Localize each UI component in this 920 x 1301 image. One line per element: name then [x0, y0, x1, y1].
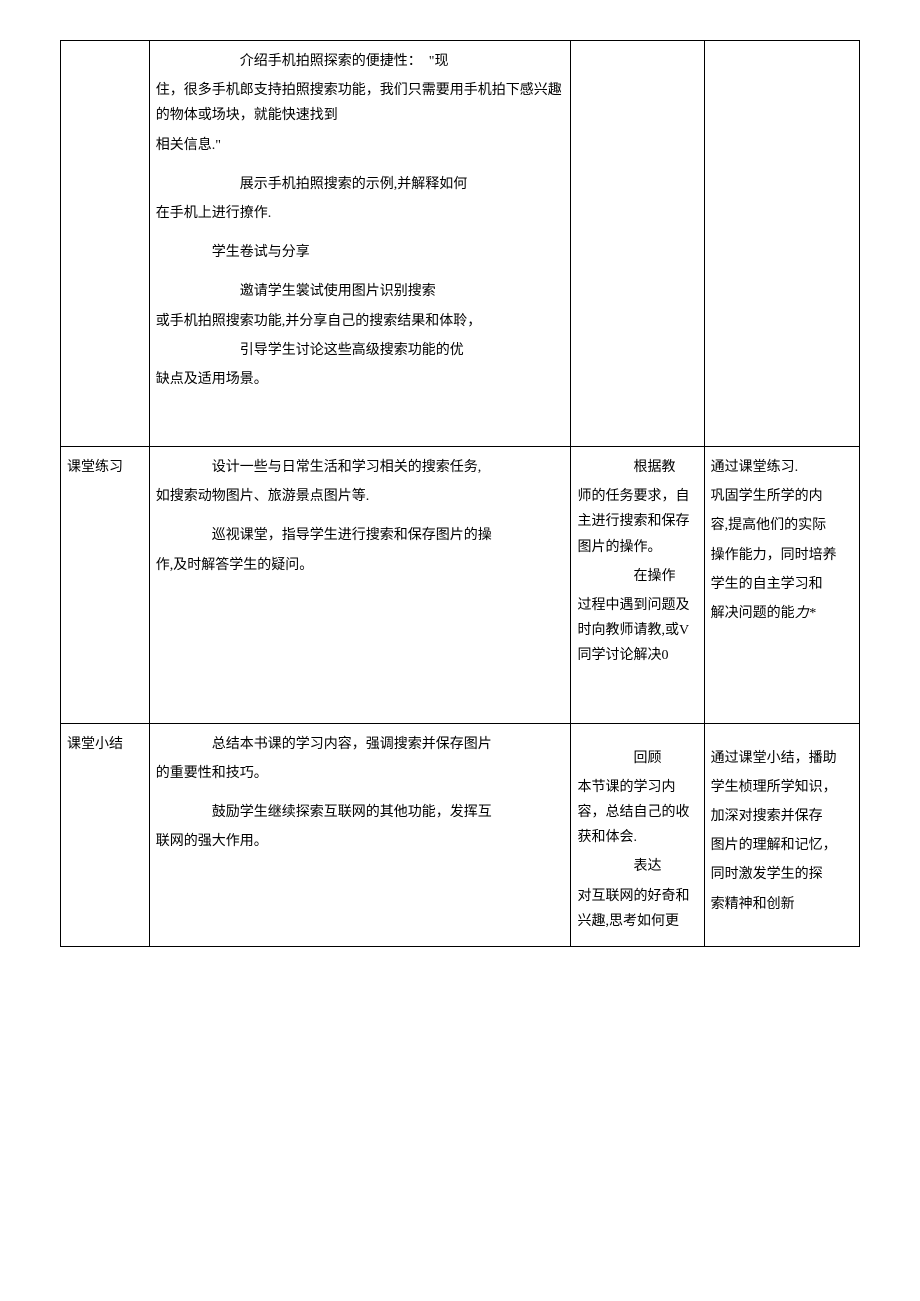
text-block: 容,提高他们的实际 [711, 513, 853, 538]
text-block: 作,及时解答学生的疑问。 [156, 553, 565, 578]
cell-student-activity: 回顾本节课的学习内容，总结自己的收获和体会. 表达对互联网的好奇和兴趣,思考如何… [571, 723, 704, 946]
text-block: 本节课的学习内容，总结自己的收获和体会. [577, 775, 697, 851]
text-block: 学生桢理所学知识， [711, 775, 853, 800]
text-block: 学生卷试与分享 [156, 240, 565, 265]
text-block: 鼓励学生继续探索互联网的其他功能，发挥互 [156, 800, 565, 825]
text-block: 设计一些与日常生活和学习相关的搜索任务, [156, 455, 565, 480]
lesson-plan-table: 介绍手机拍照探索的便捷性： "现住，很多手机郎支持拍照搜索功能，我们只需要用手机… [60, 40, 860, 947]
text-block: 索精神和创新 [711, 892, 853, 917]
cell-stage: 课堂练习 [61, 447, 150, 724]
text-block: 表达 [577, 854, 697, 879]
text-block: 邀请学生裳试使用图片识别搜索 [156, 279, 565, 304]
table-row: 介绍手机拍照探索的便捷性： "现住，很多手机郎支持拍照搜索功能，我们只需要用手机… [61, 41, 860, 447]
text-block: 展示手机拍照搜索的示例,并解释如何 [156, 172, 565, 197]
text-block: 巡视课堂，指导学生进行搜索和保存图片的操 [156, 523, 565, 548]
text-block: 加深对搜索并保存 [711, 804, 853, 829]
table-row: 课堂练习 设计一些与日常生活和学习相关的搜索任务, 如搜索动物图片、旅游景点图片等… [61, 447, 860, 724]
text-block: 介绍手机拍照探索的便捷性： "现 [156, 49, 565, 74]
cell-design-intent: 通过课堂练习. 巩固学生所学的内容,提高他们的实际操作能力，同时培养学生的自主学习… [704, 447, 859, 724]
text-block: 巩固学生所学的内 [711, 484, 853, 509]
cell-design-intent [704, 41, 859, 447]
text-block: 过程中遇到问题及时向教师请教,或V同学讨论解决0 [577, 593, 697, 669]
cell-stage [61, 41, 150, 447]
text-block: 解决问题的能力* [711, 601, 853, 626]
text-block: 学生的自主学习和 [711, 572, 853, 597]
cell-student-activity [571, 41, 704, 447]
cell-teacher-activity: 总结本书课的学习内容，强调搜索并保存图片的重要性和技巧。鼓励学生继续探索互联网的… [149, 723, 571, 946]
text-block: 或手机拍照搜索功能,并分享自己的搜索结果和体聆， [156, 309, 565, 334]
text-block: 同时激发学生的探 [711, 862, 853, 887]
text-block: 的重要性和技巧。 [156, 761, 565, 786]
text-block: 引导学生讨论这些高级搜索功能的优 [156, 338, 565, 363]
cell-design-intent: 通过课堂小结，播助学生桢理所学知识， 加深对搜索并保存图片的理解和记忆， 同时激发学… [704, 723, 859, 946]
text-block: 师的任务要求，自主进行搜索和保存图片的操作。 [577, 484, 697, 560]
text-block: 对互联网的好奇和兴趣,思考如何更 [577, 884, 697, 934]
text-block: 在手机上进行撩作. [156, 201, 565, 226]
text-block: 回顾 [577, 746, 697, 771]
text-block: 通过课堂练习. [711, 455, 853, 480]
text-block: 根据教 [577, 455, 697, 480]
cell-student-activity: 根据教师的任务要求，自主进行搜索和保存图片的操作。 在操作过程中遇到问题及时向教… [571, 447, 704, 724]
text-block: 缺点及适用场景。 [156, 367, 565, 392]
text-block: 相关信息." [156, 133, 565, 158]
text-block: 住，很多手机郎支持拍照搜索功能，我们只需要用手机拍下感兴趣的物体或场块，就能快速… [156, 78, 565, 128]
cell-stage: 课堂小结 [61, 723, 150, 946]
text-block: 操作能力，同时培养 [711, 543, 853, 568]
text-block: 如搜索动物图片、旅游景点图片等. [156, 484, 565, 509]
cell-teacher-activity: 设计一些与日常生活和学习相关的搜索任务, 如搜索动物图片、旅游景点图片等. 巡视课堂… [149, 447, 571, 724]
text-block: 图片的理解和记忆， [711, 833, 853, 858]
table-row: 课堂小结 总结本书课的学习内容，强调搜索并保存图片的重要性和技巧。鼓励学生继续探… [61, 723, 860, 946]
text-block: 在操作 [577, 564, 697, 589]
cell-teacher-activity: 介绍手机拍照探索的便捷性： "现住，很多手机郎支持拍照搜索功能，我们只需要用手机… [149, 41, 571, 447]
text-block: 通过课堂小结，播助 [711, 746, 853, 771]
text-block: 总结本书课的学习内容，强调搜索并保存图片 [156, 732, 565, 757]
text-block: 联网的强大作用。 [156, 829, 565, 854]
